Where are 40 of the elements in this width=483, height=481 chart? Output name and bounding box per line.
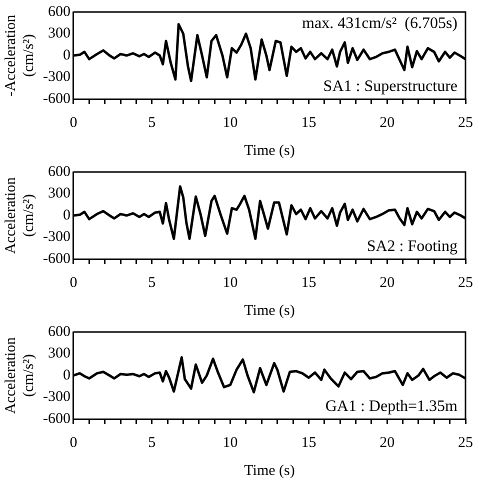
annotation: max. 431cm/s² (6.705s) [302, 15, 458, 32]
x-tick-label: 25 [458, 434, 473, 451]
x-axis-title: Time (s) [244, 142, 295, 159]
y-axis-title: Acceleration (cm/s²) [2, 336, 37, 414]
x-axis-title: Time (s) [244, 462, 295, 479]
y-tick-label: 0 [62, 47, 70, 64]
x-tick-label: 5 [148, 114, 156, 131]
y-tick-label: 300 [48, 26, 70, 42]
y-tick-label: 0 [62, 367, 70, 384]
y-tick-label: 0 [62, 207, 70, 224]
y-tick-label: 300 [48, 346, 70, 362]
y-tick-label: 600 [48, 324, 70, 340]
x-tick-label: 20 [380, 274, 395, 291]
y-tick-label: 300 [48, 186, 70, 202]
x-tick-label: 20 [380, 434, 395, 451]
annotation: SA1 : Superstructure [323, 78, 458, 96]
y-tick-label: -600 [42, 90, 70, 107]
x-tick-label: 15 [301, 114, 316, 131]
y-tick-label: 600 [48, 164, 70, 180]
y-axis-title: -Acceleration (cm/s²) [2, 14, 37, 96]
x-tick-label: 20 [380, 114, 395, 131]
x-tick-label: 25 [458, 114, 473, 131]
x-tick-label: 15 [301, 274, 316, 291]
y-tick-label: -300 [42, 229, 70, 246]
x-tick-label: 10 [222, 114, 238, 131]
y-tick-label: -300 [42, 389, 70, 406]
annotation: GA1 : Depth=1.35m [325, 398, 458, 416]
y-axis-title: Acceleration (cm/s²) [2, 176, 37, 254]
x-tick-label: 5 [148, 434, 156, 451]
x-tick-label: 15 [301, 434, 316, 451]
y-tick-label: -600 [42, 410, 70, 427]
y-tick-label: -300 [42, 69, 70, 86]
x-tick-label: 25 [458, 274, 473, 291]
y-tick-label: 600 [48, 4, 70, 20]
annotation: SA2 : Footing [366, 238, 458, 256]
y-tick-label: -600 [42, 250, 70, 267]
x-tick-label: 10 [222, 274, 238, 291]
x-axis-title: Time (s) [244, 302, 295, 319]
x-tick-label: 10 [222, 434, 238, 451]
x-tick-label: 5 [148, 274, 156, 291]
